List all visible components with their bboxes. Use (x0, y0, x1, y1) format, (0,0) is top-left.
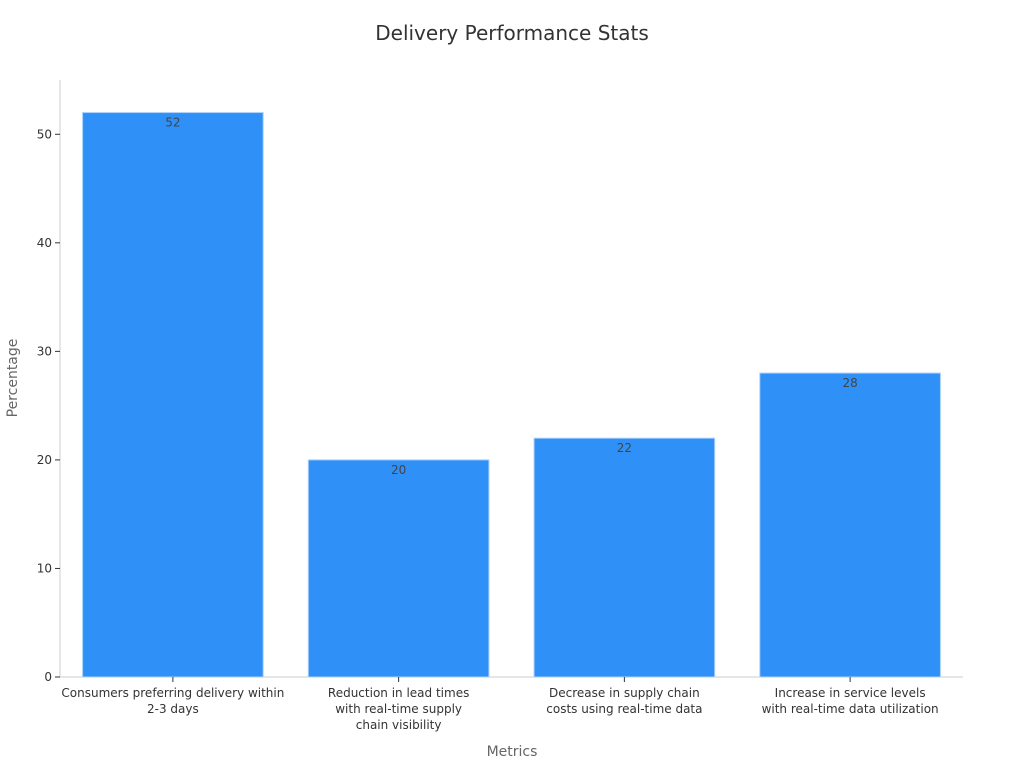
x-tick-label-line: Reduction in lead times (328, 686, 469, 700)
x-tick-label-line: costs using real-time data (546, 702, 702, 716)
bar (307, 459, 490, 678)
x-tick-label: Consumers preferring delivery within 2-3 … (61, 686, 284, 716)
y-tick-label: 50 (37, 127, 52, 141)
x-tick-label: Increase in service levels with real-time… (762, 686, 939, 716)
x-tick-label-line: with real-time data utilization (762, 702, 939, 716)
y-tick-label: 20 (37, 453, 52, 467)
bar (533, 437, 716, 678)
x-tick-label-line: chain visibility (356, 718, 442, 732)
chart-title: Delivery Performance Stats (375, 21, 649, 45)
x-tick-label: Reduction in lead times with real-time su… (328, 686, 469, 732)
x-tick-label-line: Consumers preferring delivery within (61, 686, 284, 700)
x-tick-label-line: Increase in service levels (775, 686, 926, 700)
y-tick-label: 30 (37, 344, 52, 358)
x-tick-label-line: with real-time supply (335, 702, 462, 716)
x-axis-title: Metrics (487, 744, 538, 760)
y-tick-label: 0 (44, 670, 52, 684)
plot-area: 0 10 20 30 40 50 52 Consumers preferring delive… (37, 80, 963, 732)
y-axis-title: Percentage (5, 339, 21, 418)
y-tick-label: 40 (37, 236, 52, 250)
data-label: 22 (617, 441, 632, 455)
data-label: 28 (842, 376, 857, 390)
bar (759, 372, 941, 678)
bar (82, 112, 264, 678)
y-tick-label: 10 (37, 561, 52, 575)
data-label: 52 (165, 116, 180, 130)
data-label: 20 (391, 463, 406, 477)
x-tick-label: Decrease in supply chain costs using real… (546, 686, 702, 716)
x-tick-label-line: 2-3 days (147, 702, 199, 716)
x-tick-label-line: Decrease in supply chain (549, 686, 700, 700)
